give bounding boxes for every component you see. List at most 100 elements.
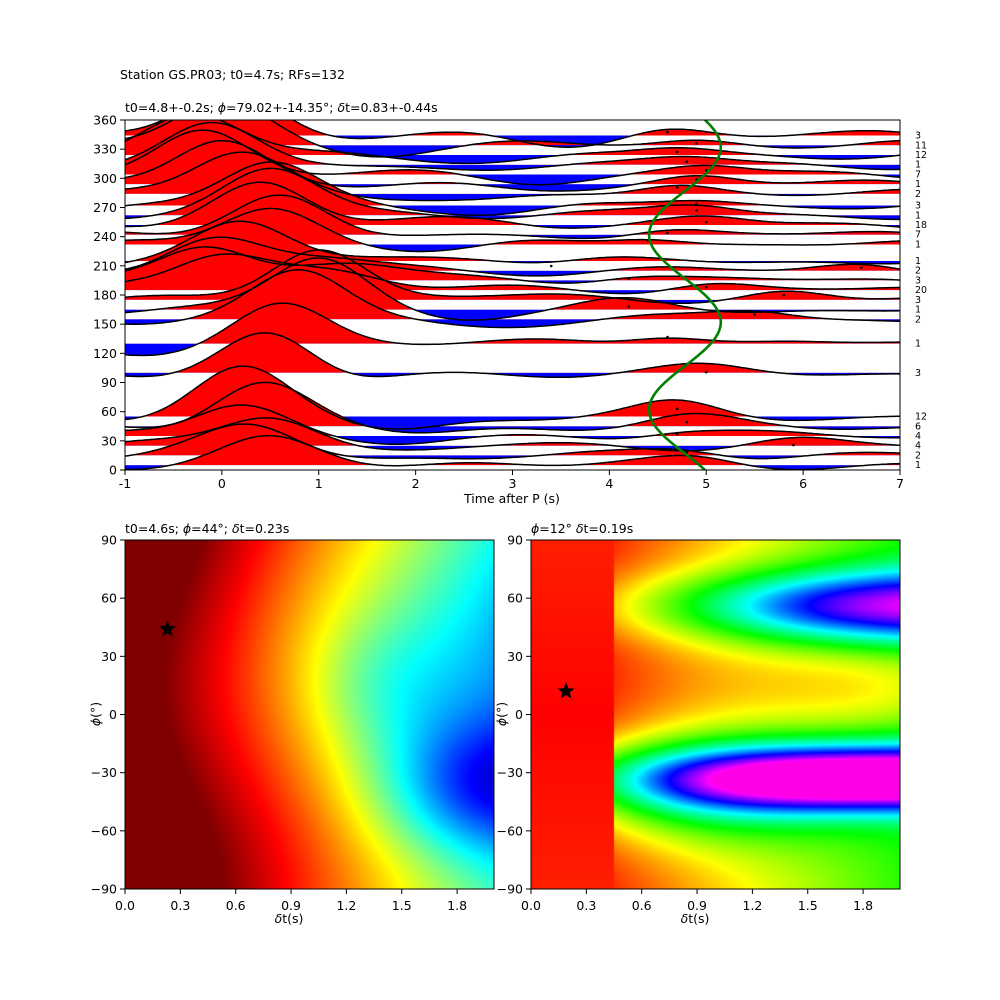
rf-trace-line xyxy=(125,207,900,253)
heatmap-x-tick-label: 1.8 xyxy=(853,898,873,913)
rf-panel: t0=4.8+-0.2s; ϕ=79.02+-14.35°; δt=0.83+-… xyxy=(93,100,927,506)
rf-negative-fill xyxy=(125,155,900,164)
heatmap-x-tick-label: 0.6 xyxy=(226,898,246,913)
rf-trace-line xyxy=(125,253,900,295)
heatmap-y-tick-label: 60 xyxy=(101,591,117,606)
heatmap-y-tick-label: −30 xyxy=(91,765,117,780)
rf-trace-line xyxy=(125,404,900,446)
heatmap-x-tick-label: 1.2 xyxy=(336,898,356,913)
rf-bin-count: 1 xyxy=(915,179,921,190)
right-heatmap-y-label: ϕ(°) xyxy=(494,702,509,726)
heatmap-x-tick-label: 0.3 xyxy=(170,898,190,913)
right-heatmap-x-label: δt(s) xyxy=(681,911,710,926)
rf-x-tick-label: 1 xyxy=(315,476,323,491)
rf-bin-count: 3 xyxy=(915,201,921,212)
rf-trace-line xyxy=(125,121,900,171)
rf-y-tick-label: 180 xyxy=(93,288,117,303)
rf-bin-count: 1 xyxy=(915,256,921,267)
rf-trace-line xyxy=(125,194,900,240)
left-heatmap-y-axis: −90 −60 −30 0 30 60 90 xyxy=(91,533,125,897)
heatmap-y-tick-label: 0 xyxy=(109,707,117,722)
rf-y-tick-label: 150 xyxy=(93,317,117,332)
rf-y-tick-label: 30 xyxy=(101,433,117,448)
rf-bin-count: 20 xyxy=(915,285,927,296)
right-heatmap-x-axis: 0.0 0.3 0.6 0.9 1.2 1.5 1.8 xyxy=(521,889,873,913)
rf-y-axis: 0 30 60 90 120 150 180 210 240 270 300 330 360 xyxy=(93,113,125,478)
rf-bin-count: 3 xyxy=(915,368,921,379)
left-heatmap-image-holder xyxy=(125,540,494,889)
rf-trace-line xyxy=(125,181,900,229)
right-heatmap-image xyxy=(531,540,900,889)
left-heatmap-x-label: δt(s) xyxy=(275,911,304,926)
heatmap-x-tick-label: 0.0 xyxy=(115,898,135,913)
rf-negative-fill xyxy=(125,135,900,148)
rf-pick-dot xyxy=(695,202,698,206)
rf-trace-line xyxy=(125,236,900,277)
rf-y-tick-label: 240 xyxy=(93,229,117,244)
rf-positive-fill xyxy=(125,382,900,427)
rf-bin-count: 3 xyxy=(915,295,921,306)
rf-negative-fill xyxy=(125,184,900,191)
rf-bin-count: 4 xyxy=(915,441,921,452)
rf-trace-line xyxy=(125,269,900,329)
rf-x-tick-label: 3 xyxy=(509,476,517,491)
rf-x-tick-label: 4 xyxy=(605,476,613,491)
rf-positive-fill xyxy=(125,303,900,344)
rf-trace-line xyxy=(125,332,900,379)
rf-x-tick-label: -1 xyxy=(119,476,131,491)
rf-x-tick-label: 5 xyxy=(702,476,710,491)
rf-bin-count: 7 xyxy=(915,230,921,241)
rf-x-axis: -1 0 1 2 3 4 5 6 7 xyxy=(119,470,904,491)
rf-trace-line xyxy=(125,302,900,357)
rf-negative-fill xyxy=(358,445,739,451)
heatmap-y-tick-label: 30 xyxy=(507,649,523,664)
left-heatmap-x-axis: 0.0 0.3 0.6 0.9 1.2 1.5 1.8 xyxy=(115,889,467,913)
rf-bin-count: 12 xyxy=(915,150,927,161)
rf-pick-dot xyxy=(675,407,679,411)
heatmap-y-tick-label: 60 xyxy=(507,591,523,606)
rf-pick-dot xyxy=(549,264,553,268)
heatmap-x-tick-label: 0.3 xyxy=(576,898,596,913)
rf-bin-count: 2 xyxy=(915,314,921,325)
rf-bin-count: 3 xyxy=(915,275,921,286)
rf-trace-line xyxy=(125,120,900,165)
heatmap-x-tick-label: 1.5 xyxy=(798,898,818,913)
rf-pick-dot xyxy=(675,432,679,436)
rf-y-tick-label: 330 xyxy=(93,142,117,157)
rf-negative-fill xyxy=(125,145,900,157)
rf-negative-fill xyxy=(125,416,900,429)
right-heatmap-image-holder xyxy=(531,540,900,889)
rf-positive-fill xyxy=(171,435,900,466)
rf-pick-dot xyxy=(627,305,631,308)
rf-pick-dot xyxy=(685,160,689,164)
heatmap-x-tick-label: 0.0 xyxy=(521,898,541,913)
rf-bin-count: 18 xyxy=(915,220,927,231)
rf-bin-count: 2 xyxy=(915,189,921,200)
rf-trace-line xyxy=(125,381,900,434)
rf-negative-fill xyxy=(125,319,900,328)
rf-pick-dot xyxy=(675,150,679,154)
left-heatmap-panel: t0=4.6s; ϕ=44°; δt=0.23s 0.0 0.3 0.6 0.9 1.2… xyxy=(88,521,495,926)
rf-pick-dot xyxy=(685,420,689,424)
right-heatmap-title: ϕ=12° δt=0.19s xyxy=(531,521,633,536)
rf-y-tick-label: 360 xyxy=(93,113,117,128)
rf-pick-dot xyxy=(704,285,708,289)
heatmap-y-tick-label: 90 xyxy=(101,533,117,548)
rf-bin-count: 1 xyxy=(915,210,921,221)
rf-pick-dot xyxy=(695,209,698,212)
rf-trace-lines xyxy=(125,120,900,470)
rf-trace-line xyxy=(125,417,900,452)
rf-bin-count: 2 xyxy=(915,450,921,461)
rf-trace-line xyxy=(125,249,900,304)
rf-negative-fill xyxy=(336,164,900,171)
heatmap-y-tick-label: 30 xyxy=(101,649,117,664)
heatmap-y-tick-label: −30 xyxy=(497,765,523,780)
rf-pick-dot xyxy=(704,220,708,224)
heatmap-y-tick-label: −60 xyxy=(91,823,117,838)
rf-pick-dot xyxy=(666,231,669,235)
rf-x-tick-label: 0 xyxy=(218,476,226,491)
rf-bin-count: 1 xyxy=(915,339,921,350)
rf-negative-fill xyxy=(125,205,900,216)
